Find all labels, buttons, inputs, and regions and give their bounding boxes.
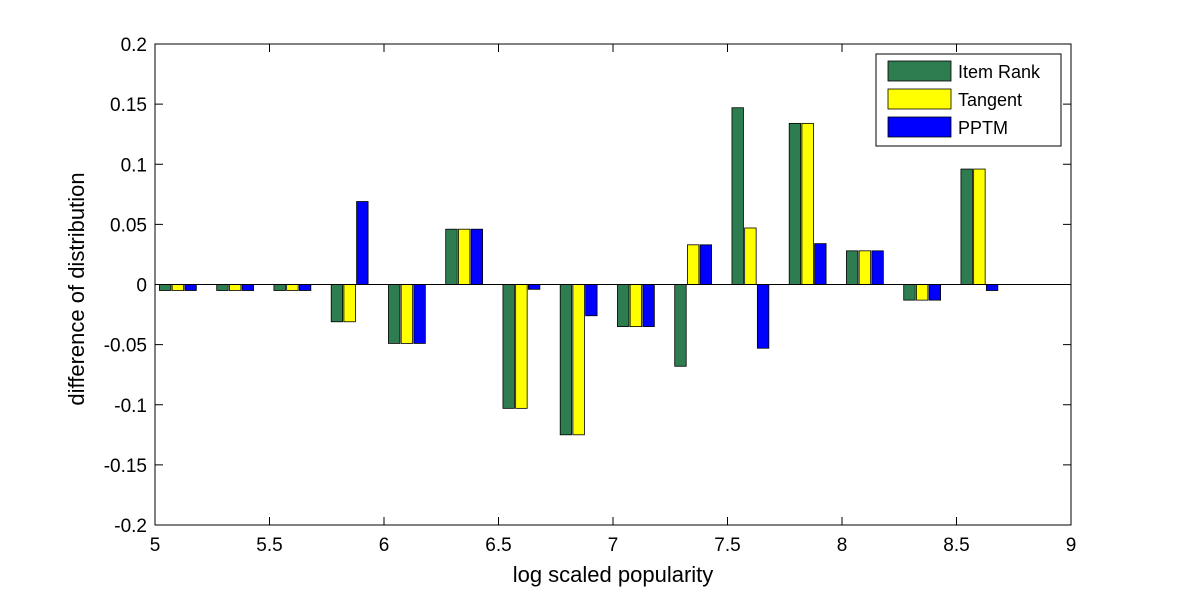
bar-tangent xyxy=(973,168,986,285)
x-tick-label: 5 xyxy=(150,535,161,556)
bar-pptm xyxy=(871,250,884,285)
bar-tangent xyxy=(572,284,585,436)
y-tick-label: -0.15 xyxy=(104,456,147,477)
bar-item-rank xyxy=(960,168,973,285)
bar-item-rank xyxy=(617,284,630,327)
bar-pptm xyxy=(413,284,426,344)
bar-pptm xyxy=(241,284,255,291)
x-tick-label: 8 xyxy=(837,535,848,556)
bar-item-rank xyxy=(788,122,802,285)
bar-item-rank xyxy=(445,228,458,285)
bar-item-rank xyxy=(846,250,859,285)
y-tick-label: 0.05 xyxy=(110,215,147,236)
legend-swatch xyxy=(887,116,952,138)
bar-pptm xyxy=(642,284,655,327)
bar-tangent xyxy=(286,284,299,291)
bar-pptm xyxy=(470,228,484,285)
x-tick-label: 7.5 xyxy=(714,535,740,556)
bar-item-rank xyxy=(388,284,401,344)
bar-item-rank xyxy=(330,284,344,323)
x-tick-label: 8.5 xyxy=(943,535,969,556)
y-tick-label: 0 xyxy=(136,276,147,297)
x-tick-label: 6.5 xyxy=(485,535,511,556)
legend-label: Tangent xyxy=(958,90,1022,110)
bar-tangent xyxy=(457,228,471,285)
bar-item-rank xyxy=(159,284,172,291)
y-axis-ticks: 0.2 0.15 0.1 0.05 0 -0.05 -0.1 -0.15 -0.2 xyxy=(104,35,1071,537)
y-axis-label: difference of distribution xyxy=(64,172,89,405)
bar-item-rank xyxy=(273,284,286,291)
bar-pptm xyxy=(585,284,598,317)
x-tick-label: 7 xyxy=(608,535,619,556)
x-axis-label: log scaled popularity xyxy=(513,562,714,587)
bar-item-rank xyxy=(674,284,687,367)
x-axis-ticks: 5 5.5 6 6.5 7 7.5 8 8.5 9 xyxy=(150,44,1077,556)
bar-tangent xyxy=(629,284,643,327)
bar-pptm xyxy=(298,284,312,291)
x-tick-label: 9 xyxy=(1066,535,1077,556)
legend-label: PPTM xyxy=(958,118,1008,138)
y-tick-label: -0.2 xyxy=(114,516,147,537)
x-tick-label: 5.5 xyxy=(256,535,282,556)
bar-tangent xyxy=(801,122,814,285)
bar-pptm xyxy=(356,201,369,285)
bar-pptm xyxy=(928,284,941,301)
bar-item-rank xyxy=(502,284,515,409)
legend-label: Item Rank xyxy=(958,62,1041,82)
y-tick-label: 0.1 xyxy=(121,155,147,176)
bar-tangent xyxy=(858,250,872,285)
y-tick-label: 0.2 xyxy=(121,35,147,56)
bar-tangent xyxy=(515,284,528,409)
bar-pptm xyxy=(527,284,541,290)
y-tick-label: 0.15 xyxy=(110,95,147,116)
bar-item-rank xyxy=(216,284,229,291)
bar-pptm xyxy=(756,284,770,349)
bar-pptm xyxy=(184,284,197,291)
bar-item-rank xyxy=(731,107,744,285)
bar-tangent xyxy=(228,284,242,291)
bar-item-rank xyxy=(559,284,573,436)
y-tick-label: -0.1 xyxy=(114,396,147,417)
bar-pptm xyxy=(699,244,712,285)
bar-pptm xyxy=(985,284,999,291)
y-tick-label: -0.05 xyxy=(104,336,147,357)
legend: Item Rank Tangent PPTM xyxy=(875,53,1062,147)
legend-swatch xyxy=(887,60,952,82)
bar-tangent xyxy=(687,244,700,285)
bar-pptm xyxy=(814,243,827,285)
bar-tangent xyxy=(171,284,185,291)
bar-tangent xyxy=(400,284,414,344)
x-tick-label: 6 xyxy=(379,535,390,556)
bar-tangent xyxy=(343,284,356,323)
legend-swatch xyxy=(887,88,952,110)
bar-item-rank xyxy=(903,284,916,301)
bar-tangent xyxy=(916,284,929,301)
bar-tangent xyxy=(744,227,757,285)
